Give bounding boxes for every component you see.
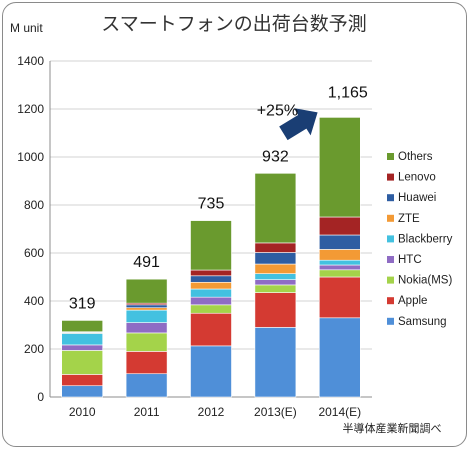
legend-swatch xyxy=(387,214,394,222)
bar-segment xyxy=(125,307,168,311)
y-tick-label: 1400 xyxy=(17,54,44,68)
legend-label: Others xyxy=(398,151,433,163)
bar-segment xyxy=(318,264,361,271)
bar-segment xyxy=(190,312,232,347)
bar-segment xyxy=(190,304,232,314)
bar-segment xyxy=(190,288,232,298)
legend-swatch xyxy=(387,235,394,243)
bar-segment xyxy=(61,333,104,346)
bar-segment xyxy=(318,117,361,218)
bar-segment xyxy=(190,269,232,277)
bar-segment xyxy=(254,263,297,274)
bar-segment xyxy=(254,242,297,253)
y-tick-label: 400 xyxy=(24,294,44,308)
y-axis-ticks: 0 200 400 600 800 1000 1200 1400 xyxy=(17,54,44,404)
bar-segment xyxy=(190,275,232,283)
growth-arrow-icon xyxy=(279,108,318,141)
legend-label: Huawei xyxy=(398,192,436,204)
legend-swatch xyxy=(387,317,394,325)
legend-swatch xyxy=(387,173,394,181)
bar-segment xyxy=(318,259,361,266)
x-tick-label: 2010 xyxy=(69,405,96,419)
legend-label: Nokia(MS) xyxy=(398,275,452,287)
bar-segment xyxy=(190,345,232,398)
bar-segment xyxy=(254,273,297,280)
bar-segment xyxy=(61,385,104,398)
bar-segment xyxy=(254,327,297,398)
y-tick-label: 0 xyxy=(37,390,44,404)
legend-label: Blackberry xyxy=(398,233,453,245)
legend-swatch xyxy=(387,153,394,160)
bar-segment xyxy=(318,234,361,250)
bar-total-label: 1,165 xyxy=(328,84,368,101)
bar-segment xyxy=(254,173,297,244)
bar-segment xyxy=(254,292,297,328)
y-tick-label: 1000 xyxy=(17,150,44,164)
bar-segment xyxy=(254,284,297,293)
bar-total-label: 319 xyxy=(69,295,96,312)
bar-total-label: 932 xyxy=(262,148,289,165)
growth-annotation: +25% xyxy=(257,102,318,141)
bar-segment xyxy=(125,322,168,334)
y-axis-label: M unit xyxy=(10,21,43,35)
bar-segment xyxy=(61,320,104,333)
bar-segment xyxy=(254,279,297,286)
bar-segment xyxy=(318,276,361,319)
growth-annotation-label: +25% xyxy=(257,102,298,119)
x-tick-label: 2013(E) xyxy=(254,405,297,419)
x-tick-label: 2012 xyxy=(198,405,225,419)
bar-total-label: 735 xyxy=(198,196,225,213)
bar-segment xyxy=(318,216,361,236)
legend: Others Lenovo Huawei ZTE Blackberry HTC Nokia(… xyxy=(387,151,453,328)
y-tick-label: 600 xyxy=(24,246,44,260)
bar-segment xyxy=(318,317,361,398)
y-tick-label: 200 xyxy=(24,342,44,356)
bar-segment xyxy=(318,249,361,261)
bar-segment xyxy=(61,374,104,387)
bar-segment xyxy=(125,309,168,323)
bar-segment xyxy=(254,252,297,265)
bar-segment xyxy=(125,351,168,375)
legend-swatch xyxy=(387,276,394,284)
bar-segment xyxy=(190,220,232,271)
x-axis-ticks: 2010 2011 2012 2013(E) 2014(E) xyxy=(69,405,361,419)
source-note: 半導体産業新聞調べ xyxy=(343,421,442,435)
gridlines xyxy=(49,60,372,398)
bar-segment xyxy=(125,278,168,304)
x-tick-label: 2011 xyxy=(134,405,160,419)
bar-segment xyxy=(125,332,168,352)
legend-swatch xyxy=(387,194,394,202)
y-tick-label: 1200 xyxy=(17,102,44,116)
legend-swatch xyxy=(387,256,394,263)
y-tick-label: 800 xyxy=(24,198,44,212)
bar-segment xyxy=(61,344,104,351)
bar-segment xyxy=(125,373,168,398)
x-tick-label: 2014(E) xyxy=(318,405,361,419)
bar-totals: 319 491 735 932 1,165 xyxy=(69,84,368,312)
bars xyxy=(61,117,361,398)
legend-label: ZTE xyxy=(398,213,420,225)
bar-segment xyxy=(61,350,104,375)
legend-label: HTC xyxy=(398,254,422,266)
legend-swatch xyxy=(387,297,394,305)
bar-segment xyxy=(190,281,232,290)
legend-label: Samsung xyxy=(398,316,447,328)
bar-segment xyxy=(190,296,232,306)
chart-title: スマートフォンの出荷台数予測 xyxy=(101,13,366,35)
bar-segment xyxy=(125,304,168,309)
legend-label: Apple xyxy=(398,295,427,307)
bar-segment xyxy=(318,269,361,278)
legend-label: Lenovo xyxy=(398,172,436,184)
bar-total-label: 491 xyxy=(133,254,160,271)
